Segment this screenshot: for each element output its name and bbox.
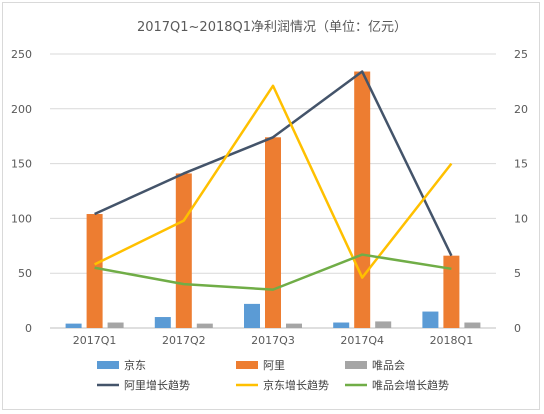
y-axis-left: 0 50 100 150 200 250 <box>11 48 32 335</box>
y-right-tick-label: 15 <box>514 158 528 171</box>
y-left-tick-label: 0 <box>25 322 32 335</box>
bar <box>244 303 260 328</box>
y-left-tick-label: 250 <box>11 48 32 61</box>
legend-label: 唯品会增长趋势 <box>372 378 449 392</box>
y-right-tick-label: 25 <box>514 48 528 61</box>
bar <box>86 214 103 328</box>
series-line <box>94 84 453 279</box>
bar <box>154 317 171 328</box>
bar <box>196 323 213 328</box>
x-tick-label: 2017Q2 <box>162 334 206 347</box>
bar <box>375 321 392 328</box>
legend-label: 阿里增长趋势 <box>124 378 190 392</box>
bar <box>107 322 124 328</box>
x-tick-label: 2017Q1 <box>73 334 117 347</box>
bar <box>265 137 281 328</box>
legend-swatch <box>236 361 258 369</box>
y-left-tick-label: 150 <box>11 158 32 171</box>
bar <box>333 322 350 328</box>
y-right-tick-label: 0 <box>514 322 521 335</box>
x-axis: 2017Q1 2017Q2 2017Q3 2017Q4 2018Q1 <box>73 334 473 347</box>
bar <box>65 323 82 328</box>
legend-label: 京东增长趋势 <box>263 378 329 392</box>
bar <box>286 323 302 328</box>
legend-label: 唯品会 <box>372 359 405 372</box>
y-right-tick-label: 20 <box>514 103 528 116</box>
y-axis-right: 0 5 10 15 20 25 <box>514 48 528 335</box>
bar <box>464 322 481 328</box>
legend-swatch <box>97 361 119 369</box>
trend-lines <box>94 70 453 291</box>
x-tick-label: 2018Q1 <box>430 334 474 347</box>
series-line <box>94 70 453 257</box>
y-left-tick-label: 100 <box>11 212 32 225</box>
bar <box>175 173 192 328</box>
legend-label: 阿里 <box>263 359 285 372</box>
bar <box>422 311 439 328</box>
x-tick-label: 2017Q3 <box>251 334 295 347</box>
series-line <box>94 253 452 291</box>
chart-title: 2017Q1~2018Q1净利润情况（单位：亿元） <box>137 20 407 35</box>
bars <box>65 71 481 328</box>
legend-swatch <box>345 361 367 369</box>
legend-label: 京东 <box>124 358 146 372</box>
bar <box>443 255 460 328</box>
y-left-tick-label: 200 <box>11 103 32 116</box>
bar <box>354 71 371 328</box>
y-right-tick-label: 10 <box>514 212 528 225</box>
y-right-tick-label: 5 <box>514 267 521 280</box>
y-left-tick-label: 50 <box>18 267 32 280</box>
x-tick-label: 2017Q4 <box>340 334 384 347</box>
